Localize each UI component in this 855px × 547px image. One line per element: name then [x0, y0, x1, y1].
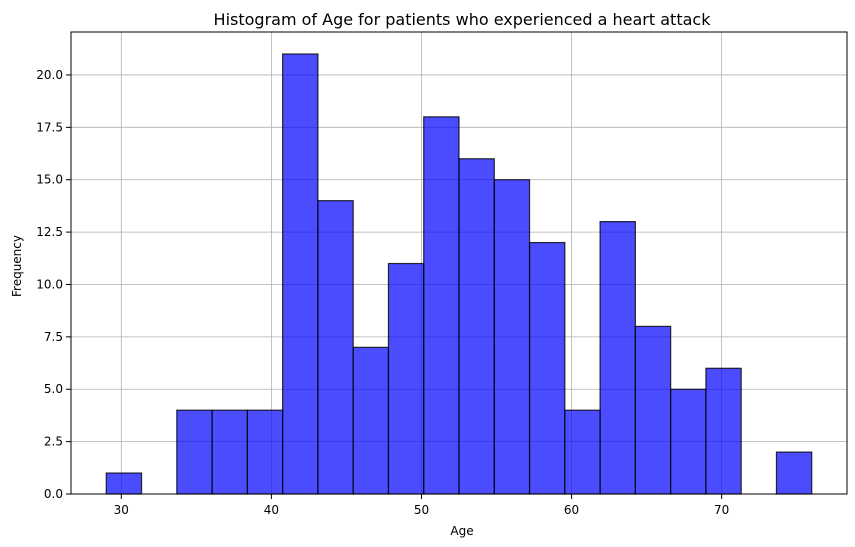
histogram-bar-12 [528, 241, 566, 495]
y-tick-label: 2.5 [44, 435, 63, 449]
y-tick-label: 5.0 [44, 382, 63, 396]
histogram-bar-5 [282, 53, 319, 495]
y-tick-label: 15.0 [36, 173, 63, 187]
histogram-bar-10 [458, 158, 495, 495]
y-axis-label: Frequency [10, 235, 24, 297]
y-axis-ticks: 0.0 2.5 5.0 7.5 10.0 12.5 15.0 17.5 20.0 [36, 68, 71, 501]
x-tick-label: 60 [564, 503, 579, 517]
histogram-bar-7 [352, 346, 390, 495]
histogram-bar-4 [246, 409, 284, 495]
x-tick-label: 40 [264, 503, 279, 517]
histogram-bar-15 [634, 325, 672, 495]
x-tick-label: 70 [714, 503, 729, 517]
histogram-bar-6 [317, 200, 354, 495]
histogram-bar-3 [211, 409, 248, 495]
histogram-bar-13 [564, 409, 601, 495]
y-tick-label: 0.0 [44, 487, 63, 501]
histogram-bar-2 [176, 409, 213, 495]
histogram-bar-9 [423, 116, 460, 495]
histogram-bar-14 [599, 221, 636, 495]
y-tick-label: 7.5 [44, 330, 63, 344]
chart-title: Histogram of Age for patients who experi… [214, 10, 712, 29]
plot-frame [70, 31, 848, 495]
x-axis-ticks: 30 40 50 60 70 [114, 494, 729, 517]
y-tick-label: 10.0 [36, 277, 63, 291]
histogram-bar-0 [105, 472, 143, 495]
histogram-bar-8 [387, 262, 425, 495]
histogram-bar-19 [775, 451, 813, 495]
y-tick-label: 20.0 [36, 68, 63, 82]
x-axis-label: Age [450, 524, 473, 538]
x-tick-label: 30 [114, 503, 129, 517]
histogram-bar-16 [670, 388, 707, 495]
histogram-bar-17 [705, 367, 742, 495]
y-tick-label: 12.5 [36, 225, 63, 239]
axes-frame [70, 31, 848, 495]
histogram-bar-11 [493, 179, 531, 495]
y-tick-label: 17.5 [36, 120, 63, 134]
x-tick-label: 50 [414, 503, 429, 517]
histogram-bars [105, 53, 813, 495]
